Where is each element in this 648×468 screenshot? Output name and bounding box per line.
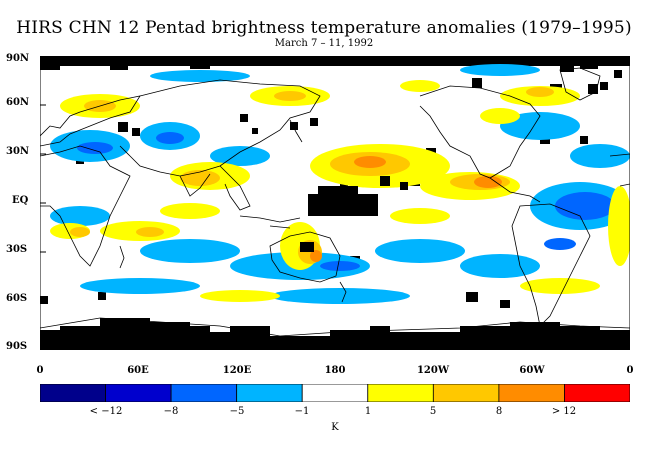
- map-title: HIRS CHN 12 Pentad brightness temperatur…: [16, 18, 632, 38]
- anomaly-map: [40, 56, 630, 350]
- lat-label-30s: 30S: [6, 244, 28, 255]
- colorbar-swatch: [105, 384, 172, 402]
- colorbar-label: −5: [229, 406, 245, 417]
- lat-label-60n: 60N: [6, 97, 30, 108]
- lon-label-60w: 60W: [519, 365, 545, 376]
- lat-label-90s: 90S: [6, 341, 28, 352]
- colorbar-label: 8: [495, 406, 503, 417]
- colorbar-swatch: [170, 384, 238, 402]
- colorbar-label: −1: [294, 406, 310, 417]
- colorbar-swatch: [498, 384, 565, 402]
- colorbar-label: 5: [429, 406, 437, 417]
- colorbar-unit: K: [331, 422, 339, 433]
- lon-label-0-end: 0: [626, 365, 634, 376]
- colorbar-swatch: [367, 384, 434, 402]
- coastlines: [40, 67, 630, 337]
- lat-label-eq: EQ: [12, 195, 29, 206]
- colorbar-swatch: [564, 384, 630, 402]
- map-subtitle: March 7 – 11, 1992: [274, 38, 374, 49]
- colorbar-swatch: [432, 384, 500, 402]
- lon-label-120w: 120W: [416, 365, 450, 376]
- map-ticks: [40, 56, 630, 350]
- colorbar: [40, 384, 630, 402]
- colorbar-swatch: [301, 384, 369, 402]
- colorbar-swatch: [236, 384, 303, 402]
- lon-label-0: 0: [36, 365, 44, 376]
- lat-label-30n: 30N: [6, 146, 30, 157]
- lat-label-90n: 90N: [6, 53, 30, 64]
- colorbar-label: 1: [364, 406, 372, 417]
- lat-label-60s: 60S: [6, 293, 28, 304]
- anomaly-field: [50, 64, 630, 304]
- lon-label-180: 180: [324, 365, 346, 376]
- colorbar-swatch: [40, 384, 106, 402]
- lon-label-60e: 60E: [127, 365, 149, 376]
- colorbar-label: < −12: [89, 406, 123, 417]
- colorbar-label: > 12: [551, 406, 577, 417]
- lon-label-120e: 120E: [222, 365, 252, 376]
- colorbar-label: −8: [163, 406, 179, 417]
